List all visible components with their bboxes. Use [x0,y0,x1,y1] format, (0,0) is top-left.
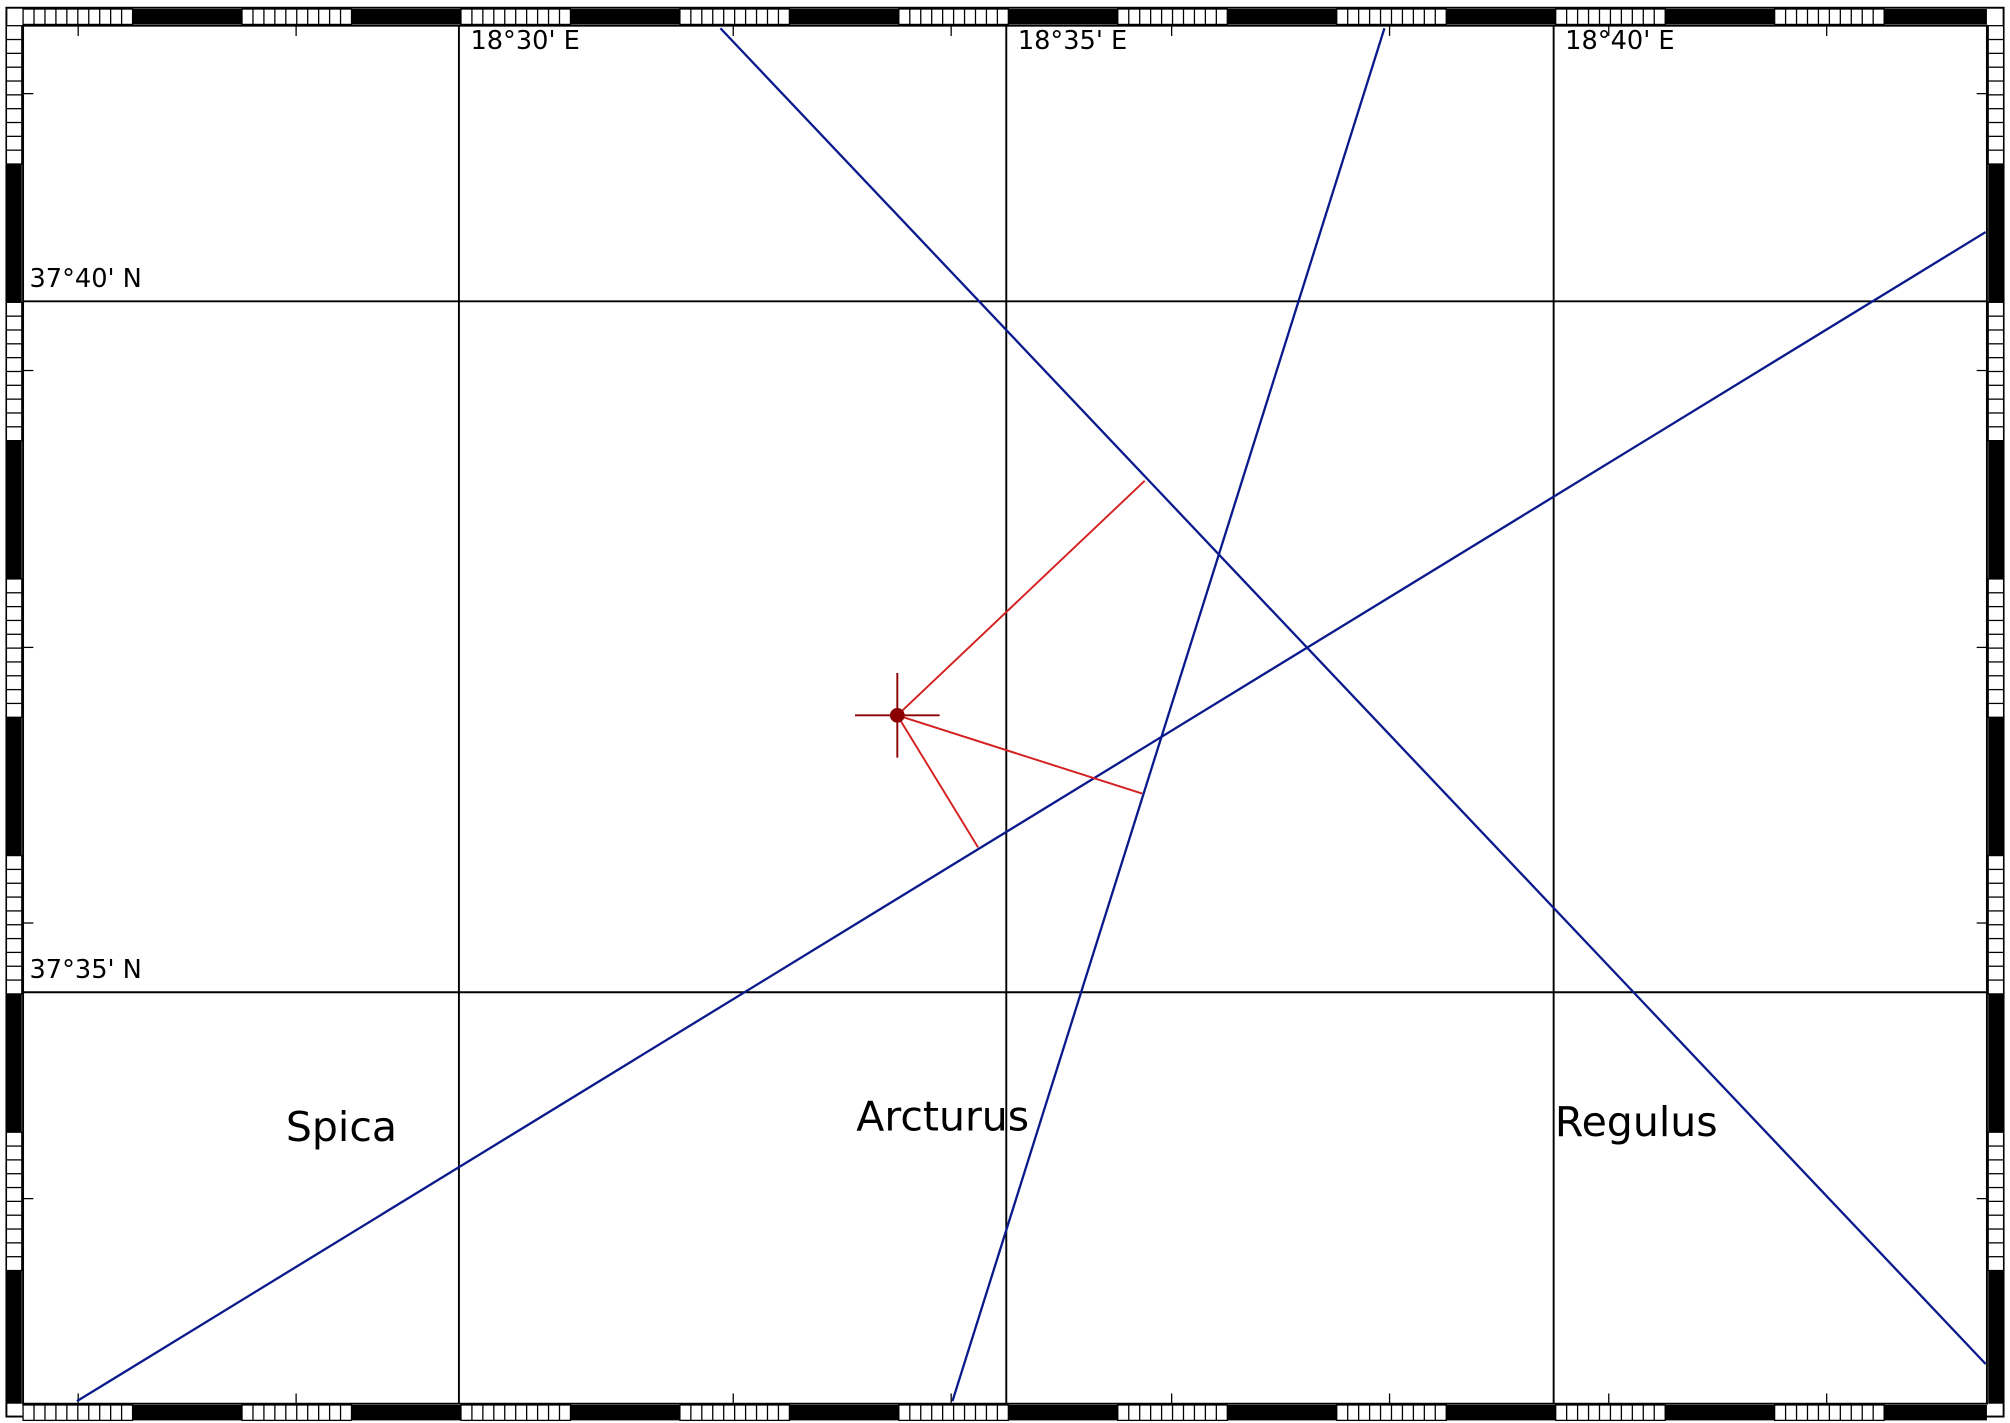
line-of-position [76,231,1987,1403]
inner-border [22,24,1988,1405]
scale-segment [1227,1405,1337,1421]
line-of-position [719,27,1987,1365]
scale-segment [1884,9,1987,25]
position-dot [889,707,905,723]
scale-segment [1988,164,2004,303]
star-label: Spica [286,1103,397,1151]
scale-segment [1988,1270,2004,1404]
scale-segment [1665,9,1775,25]
scale-segment [1008,9,1118,25]
frame [5,6,2005,1422]
scale-segment [1988,717,2004,856]
star-label: Regulus [1555,1098,1718,1146]
scale-segment [351,9,461,25]
scale-segment [6,1270,22,1404]
longitude-label: 18°30' E [470,26,579,56]
scale-segment [1446,9,1556,25]
scale-segment [789,1405,899,1421]
scale-segment [351,1405,461,1421]
intercept [896,714,979,848]
scale-segment [1227,9,1337,25]
scale-segment [570,1405,680,1421]
latitude-label: 37°35' N [29,955,141,985]
scale-segment [1008,1405,1118,1421]
scale-segment [132,1405,243,1421]
line-of-position [951,27,1386,1402]
scale-segment [789,9,899,25]
scale-segment [132,9,243,25]
lines-of-position [76,27,1987,1403]
latitude-label: 37°40' N [29,264,141,294]
intercepts [896,480,1146,848]
scale-segment [1446,1405,1556,1421]
scale-segment [1988,993,2004,1133]
graticule [23,25,1987,1404]
assumed-position [855,673,940,758]
scale-segment [1988,440,2004,579]
scale-segment [1665,1405,1775,1421]
longitude-label: 18°40' E [1565,26,1674,56]
intercept [897,714,1143,795]
scale-segment [6,440,22,579]
scale-segment [6,717,22,856]
star-label: Arcturus [856,1093,1029,1141]
scale-segment [570,9,680,25]
intercept [896,480,1146,717]
scale-segment [6,993,22,1133]
scale-segment [6,164,22,303]
longitude-label: 18°35' E [1018,26,1127,56]
scale-segment [1884,1405,1987,1421]
